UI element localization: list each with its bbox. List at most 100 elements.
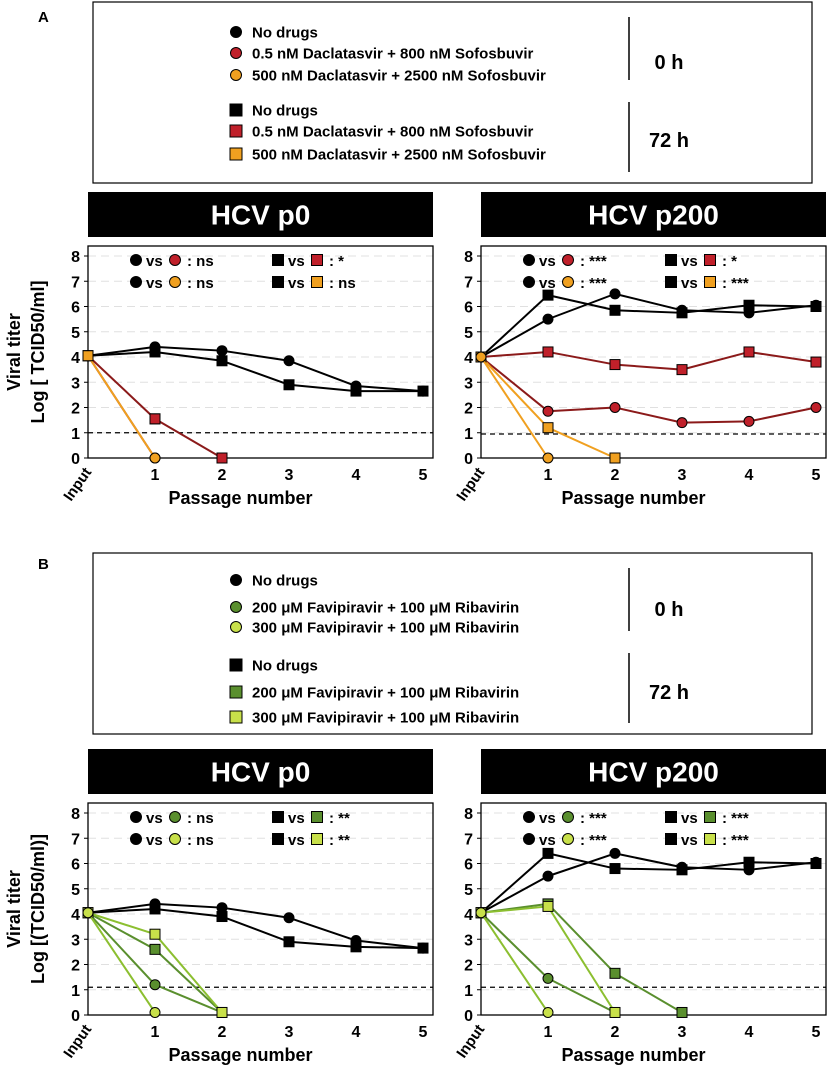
data-point xyxy=(542,289,554,301)
x-tick-label: 4 xyxy=(745,467,754,484)
stat-marker-a xyxy=(130,276,142,288)
data-point xyxy=(810,858,822,869)
stat-marker-b xyxy=(311,833,323,845)
stat-result: : ** xyxy=(329,810,350,827)
stat-marker-b xyxy=(704,276,716,288)
series-line-segment xyxy=(221,915,290,943)
legend-square-marker xyxy=(229,103,243,117)
series-0 xyxy=(82,898,429,954)
legend-entry-label: No drugs xyxy=(252,658,318,675)
series-line-segment xyxy=(221,359,290,386)
series-5 xyxy=(475,351,554,464)
series-line-segment xyxy=(614,292,683,312)
series-line-segment xyxy=(154,345,223,352)
legend-entry-label: 0.5 nM Daclatasvir + 800 nM Sofosbuvir xyxy=(252,46,534,63)
y-tick-label: 6 xyxy=(464,857,473,874)
legend-square-marker xyxy=(229,147,243,161)
series-line-segment xyxy=(547,905,616,1014)
stat-marker-a xyxy=(523,811,535,823)
y-tick-label: 8 xyxy=(464,249,473,266)
legend-square-marker xyxy=(229,658,243,672)
legend-circle-marker xyxy=(230,47,242,59)
x-tick-label: 1 xyxy=(544,1024,553,1041)
series-2 xyxy=(475,346,822,376)
series-line-segment xyxy=(87,355,156,459)
series-2 xyxy=(82,907,228,1018)
series-line-segment xyxy=(480,912,549,980)
data-point xyxy=(609,967,621,979)
legend-time-0h: 0 h xyxy=(655,52,684,74)
y-tick-label: 7 xyxy=(464,831,473,848)
series-line-segment xyxy=(221,906,290,919)
stat-annotation: vs: ns xyxy=(272,275,356,292)
data-point xyxy=(542,405,554,417)
stat-marker-a xyxy=(523,833,535,845)
legend-box: 0 h 72 h No drugs 0.5 nM Daclatasvir + 800 … xyxy=(92,1,813,184)
chart-title: HCV p200 xyxy=(588,757,719,788)
stat-result: : * xyxy=(722,253,737,270)
series-line-segment xyxy=(87,912,156,1014)
stat-vs: vs xyxy=(539,832,556,849)
stat-result: : * xyxy=(329,253,344,270)
y-tick-label: 3 xyxy=(71,375,80,392)
y-tick-label: 4 xyxy=(71,350,80,367)
series-line-segment xyxy=(288,359,357,387)
data-point xyxy=(609,304,621,316)
series-line-segment xyxy=(681,420,750,424)
stat-marker-b xyxy=(562,811,574,823)
series-line-segment xyxy=(154,907,223,918)
panel-b: B 0 h 72 h No drugs 200 μM Favipiravir + 100… xyxy=(38,552,813,735)
data-point xyxy=(609,863,621,875)
x-tick-label: 3 xyxy=(285,1024,294,1041)
stat-vs: vs xyxy=(539,275,556,292)
x-tick-label: 2 xyxy=(611,467,620,484)
series-line-segment xyxy=(87,912,156,986)
legend-square-marker xyxy=(229,710,243,724)
series-line-segment xyxy=(87,350,156,357)
y-tick-label: 7 xyxy=(71,831,80,848)
data-point xyxy=(350,941,362,953)
stat-marker-b xyxy=(562,833,574,845)
legend-circle-marker xyxy=(230,601,242,613)
stat-marker-b xyxy=(704,254,716,266)
y-tick-label: 4 xyxy=(464,350,473,367)
x-tick-label: 4 xyxy=(352,1024,361,1041)
stat-annotation: vs: ns xyxy=(130,832,214,849)
series-line-segment xyxy=(154,948,223,1014)
legend-entry-label: 300 μM Favipiravir + 100 μM Ribavirin xyxy=(252,620,519,637)
chart-2: HCV p0 0 1 2 3 4 5 6 7 8 Input 1 2 3 4 5 Passage number V… xyxy=(4,749,434,1065)
stat-annotation: vs: * xyxy=(665,253,737,270)
stat-annotation: vs: *** xyxy=(665,275,749,292)
x-tick-label: 5 xyxy=(812,467,821,484)
x-tick-label: 4 xyxy=(352,467,361,484)
series-line-segment xyxy=(154,350,223,362)
stat-marker-b xyxy=(704,811,716,823)
stat-marker-a xyxy=(665,833,677,845)
y-tick-label: 6 xyxy=(71,857,80,874)
data-point xyxy=(542,452,554,464)
data-point xyxy=(216,1006,228,1018)
series-2 xyxy=(82,350,161,425)
stat-annotation: vs: ** xyxy=(272,832,350,849)
series-4 xyxy=(82,907,228,1018)
series-line-segment xyxy=(288,916,357,942)
series-line-segment xyxy=(748,304,817,308)
stat-vs: vs xyxy=(146,275,163,292)
series-line-segment xyxy=(748,350,817,364)
data-point xyxy=(216,345,228,357)
series-0 xyxy=(82,341,429,397)
series-line-segment xyxy=(480,350,549,358)
series-line-segment xyxy=(547,294,616,312)
stat-marker-b xyxy=(311,276,323,288)
y-tick-label: 7 xyxy=(464,274,473,291)
stat-marker-a xyxy=(272,276,284,288)
series-line-segment xyxy=(154,933,223,1014)
stat-marker-b xyxy=(169,276,181,288)
y-tick-label: 1 xyxy=(71,983,80,1000)
stat-result: : *** xyxy=(722,275,749,292)
series-line-segment xyxy=(355,939,424,950)
legend-entry-label: 0.5 nM Daclatasvir + 800 nM Sofosbuvir xyxy=(252,124,534,141)
stat-result: : ns xyxy=(329,275,356,292)
data-point xyxy=(609,452,621,464)
x-tick-label: 5 xyxy=(419,1024,428,1041)
